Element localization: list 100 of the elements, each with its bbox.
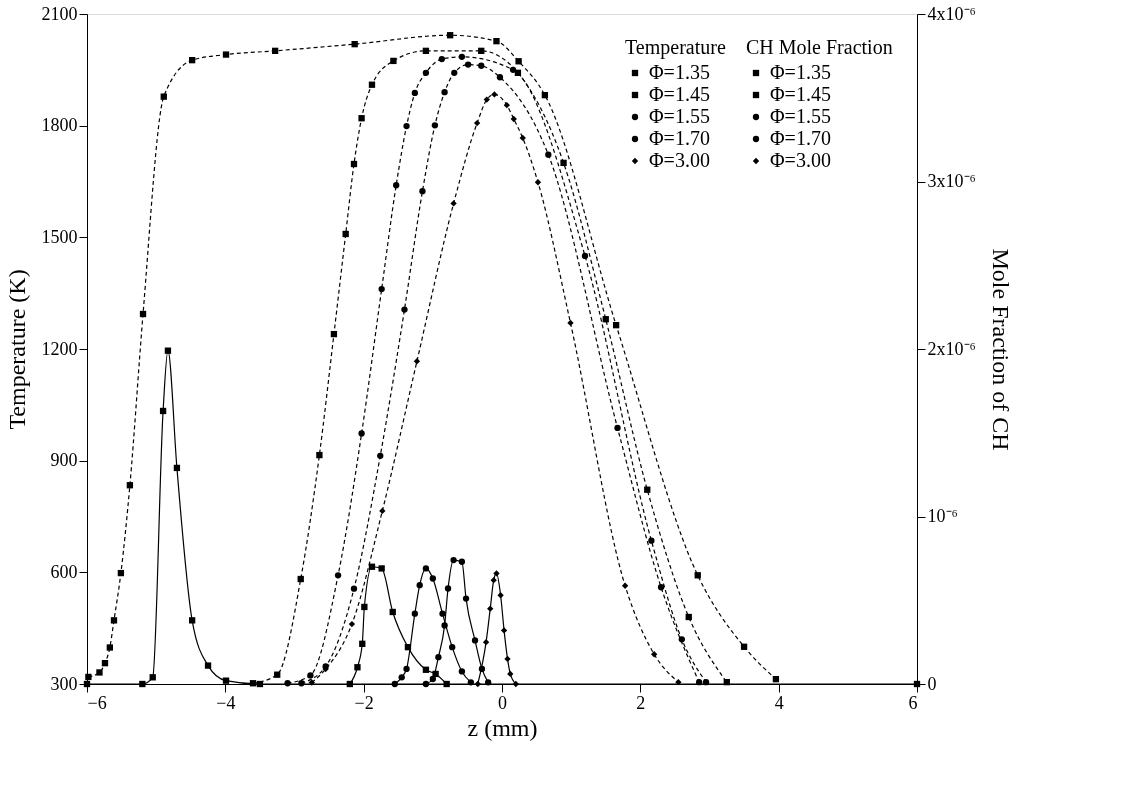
point <box>83 680 91 688</box>
point <box>297 575 304 583</box>
point <box>443 680 450 688</box>
point <box>149 674 156 681</box>
x-tick-label: −2 <box>354 692 374 713</box>
point <box>612 322 620 329</box>
point <box>101 659 109 667</box>
y2-tick-label: 10⁻⁶ <box>927 506 958 526</box>
point <box>222 51 230 58</box>
point <box>379 507 386 515</box>
y-tick-label: 900 <box>50 450 78 471</box>
point <box>458 558 466 565</box>
point <box>503 102 510 109</box>
point <box>458 53 466 60</box>
point <box>96 669 103 676</box>
point <box>602 316 609 323</box>
point <box>188 56 196 64</box>
legend-label: Φ=1.35 <box>770 61 831 83</box>
y2-tick-label: 0 <box>927 673 937 694</box>
point <box>493 38 500 45</box>
legend-label: Φ=3.00 <box>649 149 710 171</box>
point <box>482 638 490 646</box>
point <box>368 563 376 570</box>
point <box>657 584 665 591</box>
point <box>740 643 748 650</box>
point <box>512 680 519 688</box>
point <box>581 252 589 260</box>
y-tick-label: 1200 <box>41 338 78 359</box>
point <box>334 572 342 579</box>
point <box>271 47 279 55</box>
point <box>378 565 385 572</box>
point <box>204 662 212 669</box>
point <box>478 665 486 673</box>
point <box>359 640 366 647</box>
point <box>504 655 511 663</box>
point <box>478 47 485 55</box>
point <box>439 610 446 617</box>
point <box>438 55 445 63</box>
annotation: CH Mole Fraction <box>746 36 893 58</box>
point <box>401 306 408 313</box>
point <box>403 665 410 673</box>
point <box>621 582 629 589</box>
point <box>685 613 692 621</box>
y-tick-label: 2100 <box>41 3 78 24</box>
point <box>416 582 423 589</box>
legend-label: Φ=1.55 <box>649 105 710 127</box>
point <box>462 595 470 602</box>
point <box>413 358 421 365</box>
point <box>485 679 492 686</box>
y-tick-label: 600 <box>50 561 78 582</box>
point <box>398 674 405 681</box>
point <box>519 134 526 142</box>
point <box>85 673 92 681</box>
point <box>644 486 651 493</box>
legend-label: Φ=1.45 <box>770 83 831 105</box>
x-tick-label: 0 <box>498 692 507 713</box>
point <box>515 58 522 65</box>
point <box>377 452 384 459</box>
point <box>478 62 485 69</box>
point <box>422 565 430 572</box>
point <box>160 93 167 100</box>
y-tick-label: 1500 <box>41 226 78 247</box>
point <box>429 575 436 582</box>
point <box>678 636 685 643</box>
point <box>422 666 430 673</box>
point <box>346 680 353 688</box>
point <box>159 407 167 415</box>
point <box>772 676 780 683</box>
point <box>435 654 442 661</box>
point <box>458 668 466 675</box>
legend-label: Φ=1.55 <box>770 105 831 127</box>
y-tick-label: 300 <box>50 673 78 694</box>
point <box>351 40 358 48</box>
point <box>358 430 365 437</box>
point <box>694 572 701 579</box>
point <box>429 675 436 683</box>
point <box>491 91 498 98</box>
y2-tick-label: 3x10⁻⁶ <box>927 171 976 191</box>
point <box>560 159 567 167</box>
point <box>509 66 517 73</box>
legend-label: Φ=1.45 <box>649 83 710 105</box>
point <box>350 585 358 592</box>
point <box>431 122 439 129</box>
y2-tick-label: 2x10⁻⁶ <box>927 338 976 359</box>
point <box>567 319 574 327</box>
point <box>403 122 410 130</box>
point <box>173 464 181 472</box>
point <box>222 677 230 684</box>
point <box>316 451 323 459</box>
point <box>474 680 481 688</box>
point <box>651 651 658 658</box>
y2-tick-label: 4x10⁻⁶ <box>927 3 976 24</box>
point <box>139 680 146 688</box>
point <box>358 115 365 122</box>
point <box>330 330 338 338</box>
point <box>404 643 412 651</box>
point <box>342 230 349 238</box>
legend-label: Φ=3.00 <box>770 149 831 171</box>
y-tick-label: 1800 <box>41 115 78 136</box>
point <box>487 605 494 612</box>
